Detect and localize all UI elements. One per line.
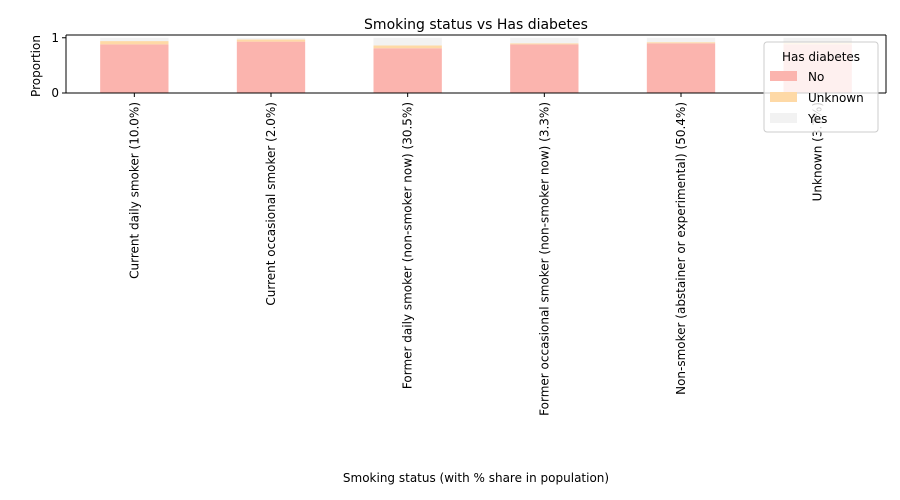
bar-segment [100, 41, 169, 45]
bar-segment [646, 43, 716, 93]
bar-segment [373, 45, 442, 49]
chart-title: Smoking status vs Has diabetes [364, 17, 588, 33]
legend: Has diabetes No Unknown Yes [763, 41, 879, 133]
x-axis: Current daily smoker (10.0%) Current occa… [66, 34, 887, 416]
bar-segment [236, 41, 306, 93]
bar-segment [510, 37, 579, 44]
legend-label: No [808, 70, 824, 84]
bar-segment [783, 37, 852, 43]
legend-box [763, 41, 879, 133]
x-tick-label: Non-smoker (abstainer or experimental) (… [674, 102, 688, 395]
bar-segment [100, 44, 169, 93]
y-axis: 01 [51, 31, 67, 100]
legend-swatch [770, 71, 797, 81]
x-tick-label: Current occasional smoker (2.0%) [264, 102, 278, 306]
bar-segment [646, 37, 716, 43]
bar-segment [510, 43, 579, 45]
legend-label: Unknown [808, 91, 864, 105]
x-tick-label: Former daily smoker (non-smoker now) (30… [401, 102, 415, 389]
y-tick-label: 1 [51, 31, 59, 45]
legend-label: Yes [807, 112, 827, 126]
legend-swatch [770, 92, 797, 102]
x-axis-title: Smoking status (with % share in populati… [343, 471, 609, 485]
x-tick-label: Former occasional smoker (non-smoker now… [537, 102, 551, 416]
plot-area [100, 37, 852, 93]
y-axis-title: Proportion [29, 35, 43, 97]
bar-segment [236, 39, 306, 42]
bar-segment [510, 44, 579, 93]
bar-segment [373, 37, 442, 46]
x-tick-label: Current daily smoker (10.0%) [127, 102, 141, 279]
legend-swatch [770, 113, 797, 123]
bar-segment [100, 37, 169, 42]
bar-segment [646, 42, 716, 44]
legend-title: Has diabetes [782, 50, 860, 64]
bar-segment [373, 48, 442, 93]
y-tick-label: 0 [51, 86, 59, 100]
bar-segment [236, 37, 306, 40]
